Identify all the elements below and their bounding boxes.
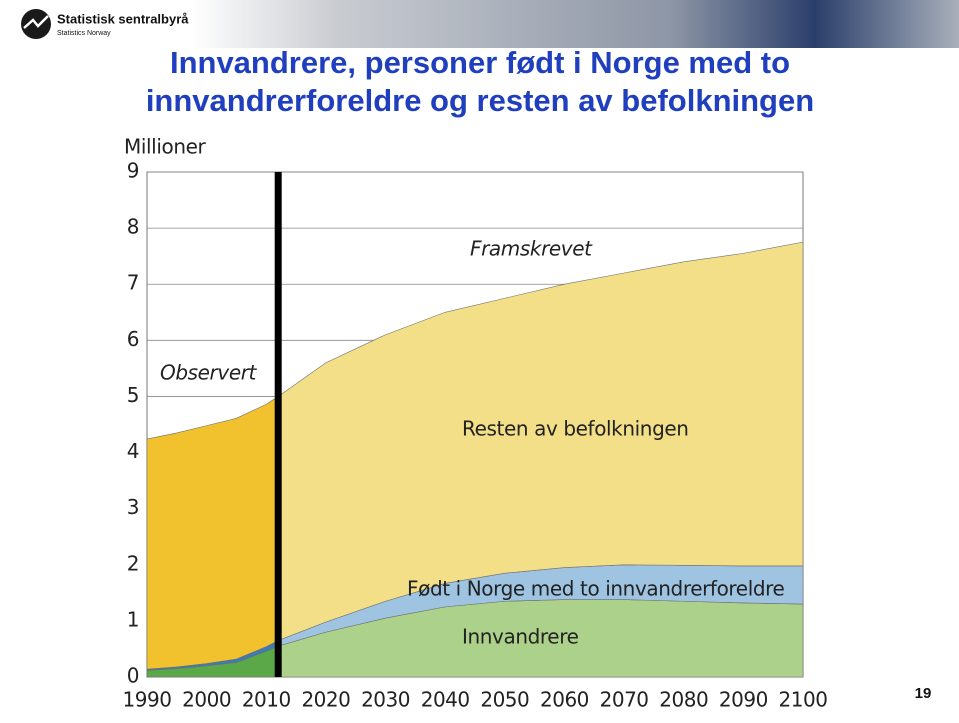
x-tick-label: 2080: [659, 688, 708, 712]
x-tick-label: 2030: [361, 688, 410, 712]
area: [277, 241, 804, 641]
y-tick-label: 2: [127, 551, 139, 575]
y-tick-label: 5: [127, 383, 139, 407]
title-box: Innvandrere, personer født i Norge med t…: [145, 45, 815, 118]
series-label: Innvandrere: [462, 625, 579, 649]
x-tick-label: 2020: [301, 688, 350, 712]
series-label: Født i Norge med to innvandrerforeldre: [407, 577, 785, 601]
logo-line: [23, 15, 49, 29]
x-tick-label: 2100: [779, 688, 828, 712]
annotation: Framskrevet: [470, 237, 593, 261]
y-tick-label: 6: [127, 327, 139, 351]
x-tick-label: 2010: [242, 688, 291, 712]
y-tick-label: 3: [127, 495, 139, 519]
area: [146, 395, 279, 670]
x-tick-label: 1990: [123, 688, 172, 712]
y-axis-label: Millioner: [124, 135, 206, 159]
banner: [0, 0, 959, 48]
x-tick-label: 2070: [600, 688, 649, 712]
series-label: Resten av befolkningen: [462, 417, 689, 441]
x-tick-label: 2000: [182, 688, 231, 712]
logo-subname: Statistics Norway: [57, 30, 111, 37]
y-tick-label: 0: [127, 664, 139, 688]
y-tick-label: 7: [127, 271, 139, 295]
annotation: Observert: [160, 361, 258, 385]
logo-name: Statistisk sentralbyrå: [57, 11, 189, 26]
y-tick-label: 1: [127, 607, 139, 631]
chart-title: Innvandrere, personer født i Norge med t…: [145, 45, 815, 118]
plot: 0 1 2 3 4 5 6 7 8 9 1990 2000 2010 2020 2030 2040 2050 20…: [123, 135, 828, 712]
x-tick-label: 2060: [540, 688, 589, 712]
y-tick-label: 9: [127, 159, 139, 183]
page-number: 19: [915, 685, 932, 702]
x-tick-label: 2040: [421, 688, 470, 712]
y-tick-label: 4: [127, 439, 139, 463]
y-tick-label: 8: [127, 215, 139, 239]
x-tick-label: 2090: [719, 688, 768, 712]
x-tick-label: 2050: [480, 688, 529, 712]
